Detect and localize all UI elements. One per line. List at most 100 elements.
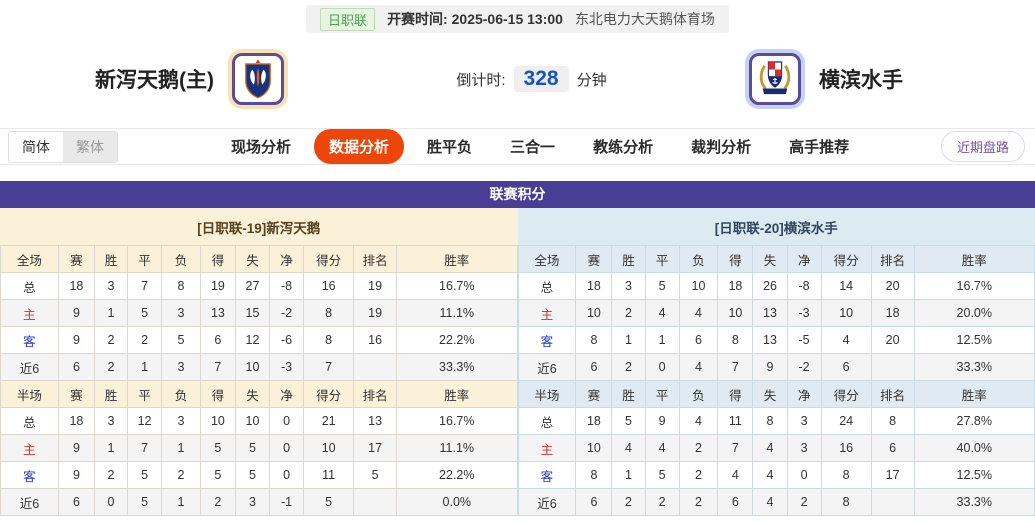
table-row: 总 18 5 9 4 11 8 3 24 8 27.8% [517, 407, 1035, 435]
stat-cell: 8 [820, 488, 872, 516]
stat-cell: 4 [752, 434, 788, 462]
countdown-unit: 分钟 [576, 71, 607, 89]
stat-cell: 2 [611, 299, 646, 327]
tab-coach-analysis[interactable]: 教练分析 [593, 139, 654, 156]
column-header: 平 [644, 245, 680, 273]
stat-cell: 13 [353, 407, 398, 435]
stat-cell: 9 [57, 461, 95, 489]
column-header: 平 [127, 380, 163, 408]
column-header: 得分 [303, 245, 355, 273]
table-row: 客 9 2 2 5 6 12 -6 8 16 22.2% [0, 326, 518, 354]
stat-cell: 18 [575, 407, 613, 435]
lang-simplified-button[interactable]: 简体 [9, 131, 63, 162]
tab-win-draw-loss[interactable]: 胜平负 [427, 139, 473, 156]
row-label-recent: 近6 [0, 488, 59, 516]
table-row: 近6 6 0 5 1 2 3 -1 5 0.0% [0, 488, 518, 516]
stat-cell: -3 [269, 353, 305, 381]
column-header: 负 [678, 245, 719, 273]
stat-cell: 2 [786, 488, 822, 516]
lang-traditional-button[interactable]: 繁体 [63, 131, 117, 162]
stat-cell: 1 [644, 326, 680, 354]
column-header: 得 [199, 245, 236, 273]
row-label-recent: 近6 [0, 353, 59, 381]
column-header: 赛 [575, 245, 613, 273]
column-header: 失 [752, 245, 788, 273]
stat-cell: 5 [127, 488, 163, 516]
stat-cell: 8 [161, 272, 201, 300]
stat-cell: 16 [353, 326, 398, 354]
table-row: 近6 6 2 2 2 6 4 2 8 33.3% [517, 488, 1035, 516]
stat-cell: 9 [644, 407, 680, 435]
stat-cell: -3 [786, 299, 822, 327]
tab-expert-picks[interactable]: 高手推荐 [789, 139, 850, 156]
swan-crest-icon [245, 59, 271, 99]
table-row: 客 8 1 1 6 8 13 -5 4 20 12.5% [517, 326, 1035, 354]
column-header-row: 半场赛胜平负得失净得分 排名 胜率 [0, 380, 518, 408]
stat-cell: 1 [611, 461, 646, 489]
column-header: 净 [786, 245, 822, 273]
tab-live-analysis[interactable]: 现场分析 [231, 139, 292, 156]
table-row: 主 9 1 5 3 13 15 -2 8 19 11.1% [0, 299, 518, 327]
stat-cell: 4 [820, 326, 872, 354]
teams-header-row: 新泻天鹅(主) 倒计时: 328 分钟 [0, 43, 1035, 115]
row-label-total: 总 [0, 272, 59, 300]
stat-cell: 16.7% [396, 407, 518, 435]
recent-trends-button[interactable]: 近期盘路 [940, 131, 1025, 162]
stat-cell: 18 [575, 272, 613, 300]
tab-three-in-one[interactable]: 三合一 [510, 139, 556, 156]
stat-cell: 10 [234, 407, 271, 435]
stat-cell: 10 [199, 407, 236, 435]
stat-cell: 22.2% [396, 461, 518, 489]
language-toggle: 简体 繁体 [8, 130, 118, 163]
stat-cell: 1 [161, 488, 201, 516]
stat-cell: 40.0% [913, 434, 1035, 462]
tab-data-analysis[interactable]: 数据分析 [314, 129, 405, 164]
column-header: 赛 [57, 380, 95, 408]
stat-cell: 6 [575, 488, 613, 516]
table-row: 主 9 1 7 1 5 5 0 10 17 11.1% [0, 434, 518, 462]
column-header: 赛 [57, 245, 95, 273]
column-header: 排名 [870, 245, 915, 273]
column-header: 胜率 [913, 380, 1035, 408]
stat-cell: 12 [234, 326, 271, 354]
stat-cell: 6 [57, 353, 95, 381]
row-label-away: 客 [517, 461, 577, 489]
column-header: 半场 [0, 380, 59, 408]
column-header: 得 [717, 380, 754, 408]
table-row: 总 18 3 7 8 19 27 -8 16 19 16.7% [0, 272, 518, 300]
stat-cell: 7 [127, 434, 163, 462]
stat-cell: 5 [199, 461, 236, 489]
column-header: 得分 [303, 380, 355, 408]
column-header: 得分 [820, 380, 872, 408]
stat-cell: 6 [678, 326, 719, 354]
tab-referee-analysis[interactable]: 裁判分析 [691, 139, 752, 156]
stat-cell: 19 [353, 299, 398, 327]
column-header: 全场 [517, 245, 577, 273]
stat-cell: 3 [93, 407, 129, 435]
stat-cell: 6 [820, 353, 872, 381]
stat-cell: 22.2% [396, 326, 518, 354]
stat-cell: 8 [575, 461, 613, 489]
stat-cell: 13 [752, 326, 788, 354]
stat-cell: -5 [786, 326, 822, 354]
column-header: 负 [161, 380, 201, 408]
home-standings-table: 全场赛胜平负得失净得分 排名 胜率总 18 3 7 8 19 27 -8 16 19 16.7% 主 9 1 5… [0, 245, 518, 516]
column-header-row: 全场赛胜平负得失净得分 排名 胜率 [0, 245, 518, 273]
stat-cell: 4 [644, 434, 680, 462]
stat-cell: 7 [717, 353, 754, 381]
column-header: 胜率 [396, 380, 518, 408]
stat-cell: 1 [611, 326, 646, 354]
stat-cell: 33.3% [913, 488, 1035, 516]
stat-cell: 26 [752, 272, 788, 300]
stat-cell [870, 488, 915, 516]
stat-cell: 17 [870, 461, 915, 489]
stat-cell: 5 [303, 488, 355, 516]
venue-name: 东北电力大天鹅体育场 [574, 11, 715, 27]
stat-cell: 0 [269, 461, 305, 489]
stat-cell: 7 [199, 353, 236, 381]
stat-cell: 20 [870, 326, 915, 354]
stat-cell: 3 [161, 407, 201, 435]
stat-cell: 16.7% [396, 272, 518, 300]
league-badge: 日职联 [320, 7, 376, 31]
stat-cell: 12.5% [913, 461, 1035, 489]
